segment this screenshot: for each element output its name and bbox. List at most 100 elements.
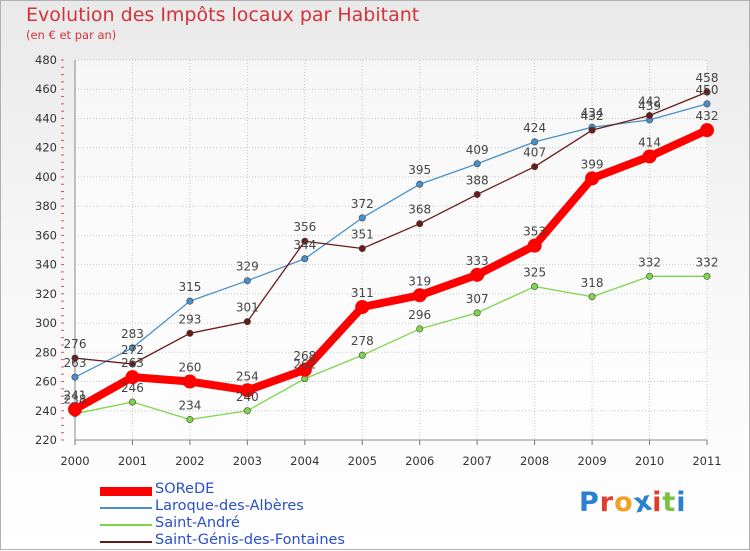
data-label: 332 <box>638 255 661 269</box>
data-point <box>531 283 539 291</box>
data-label: 318 <box>581 276 604 290</box>
proxiti-logo: Proxiti <box>579 485 687 520</box>
data-point <box>473 309 481 317</box>
y-tick-label: 480 <box>35 53 57 67</box>
data-label: 238 <box>64 393 87 407</box>
data-point <box>358 214 366 222</box>
legend-label: Saint-Génis-des-Fontaines <box>155 532 345 548</box>
chart-title: Evolution des Impôts locaux par Habitant <box>26 4 420 26</box>
data-point <box>470 267 485 282</box>
data-label: 246 <box>121 381 144 395</box>
data-point <box>301 255 309 263</box>
data-label: 263 <box>121 356 144 370</box>
x-tick-label: 2009 <box>577 454 606 468</box>
data-label: 234 <box>178 399 201 413</box>
data-point <box>473 160 481 168</box>
x-tick-label: 2008 <box>520 454 549 468</box>
data-point <box>68 402 82 417</box>
legend-swatch <box>100 507 152 509</box>
data-label: 262 <box>293 358 316 372</box>
data-label: 319 <box>408 274 431 288</box>
data-point <box>646 112 654 120</box>
y-tick-label: 460 <box>35 82 57 96</box>
data-label: 439 <box>638 99 661 113</box>
data-label: 301 <box>236 301 259 315</box>
data-point <box>703 88 711 96</box>
data-point <box>588 293 596 301</box>
data-point <box>243 318 251 326</box>
x-tick-label: 2003 <box>233 454 262 468</box>
y-tick-label: 360 <box>35 228 57 242</box>
data-point <box>473 190 481 198</box>
data-point <box>355 300 370 314</box>
data-point <box>128 344 136 352</box>
y-tick-label: 300 <box>35 316 57 330</box>
data-point <box>642 149 657 164</box>
data-label: 276 <box>64 337 87 351</box>
x-tick-label: 2004 <box>290 454 319 468</box>
x-tick-label: 2007 <box>463 454 492 468</box>
data-point <box>128 398 136 406</box>
legend-label: Saint-André <box>155 515 240 531</box>
data-label: 399 <box>581 157 604 171</box>
legend-label: SOReDE <box>155 481 215 497</box>
y-tick-label: 260 <box>35 375 57 389</box>
series-line-1 <box>74 103 708 378</box>
data-label: 432 <box>696 109 719 123</box>
x-tick-label: 2000 <box>60 454 89 468</box>
data-label: 263 <box>64 356 87 370</box>
data-label: 356 <box>293 220 316 234</box>
data-label: 240 <box>236 390 259 404</box>
legend-swatch <box>100 486 152 496</box>
data-point <box>128 360 136 368</box>
x-tick-label: 2011 <box>692 454 721 468</box>
legend-label: Laroque-des-Albères <box>155 498 304 514</box>
data-point <box>240 383 255 398</box>
series-line-2 <box>74 275 708 421</box>
data-label: 333 <box>466 254 489 268</box>
data-label: 442 <box>638 95 661 109</box>
data-point <box>416 180 424 188</box>
series-line-3 <box>74 91 708 365</box>
y-tick-label: 440 <box>35 111 57 125</box>
data-label: 296 <box>408 308 431 322</box>
y-tick-label: 400 <box>35 170 57 184</box>
data-point <box>125 370 140 385</box>
data-label: 268 <box>293 349 316 363</box>
data-label: 254 <box>236 369 259 383</box>
series-line-0 <box>71 126 711 414</box>
data-label: 414 <box>638 135 661 149</box>
data-label: 307 <box>466 292 489 306</box>
data-point <box>588 126 596 134</box>
data-point <box>243 277 251 285</box>
data-label: 424 <box>523 121 546 135</box>
data-label: 241 <box>64 388 87 402</box>
data-point <box>416 220 424 228</box>
data-label: 353 <box>523 225 546 239</box>
data-label: 278 <box>351 334 374 348</box>
data-label: 395 <box>408 163 431 177</box>
data-label: 409 <box>466 143 489 157</box>
data-point <box>71 354 79 362</box>
data-point <box>301 237 309 245</box>
data-label: 407 <box>523 146 546 160</box>
data-label: 458 <box>696 71 719 85</box>
data-point <box>358 351 366 359</box>
data-label: 434 <box>581 106 604 120</box>
data-label: 272 <box>121 343 144 357</box>
data-label: 450 <box>696 83 719 97</box>
data-point <box>531 138 539 146</box>
data-point <box>71 373 79 381</box>
data-label: 432 <box>581 109 604 123</box>
x-tick-label: 2001 <box>118 454 147 468</box>
data-label: 344 <box>293 238 316 252</box>
data-point <box>703 272 711 280</box>
data-label: 315 <box>178 280 201 294</box>
y-tick-label: 380 <box>35 199 57 213</box>
data-point <box>700 123 714 138</box>
data-point <box>416 325 424 333</box>
legend-swatch <box>100 541 152 543</box>
data-point <box>412 288 427 303</box>
y-tick-label: 320 <box>35 287 57 301</box>
